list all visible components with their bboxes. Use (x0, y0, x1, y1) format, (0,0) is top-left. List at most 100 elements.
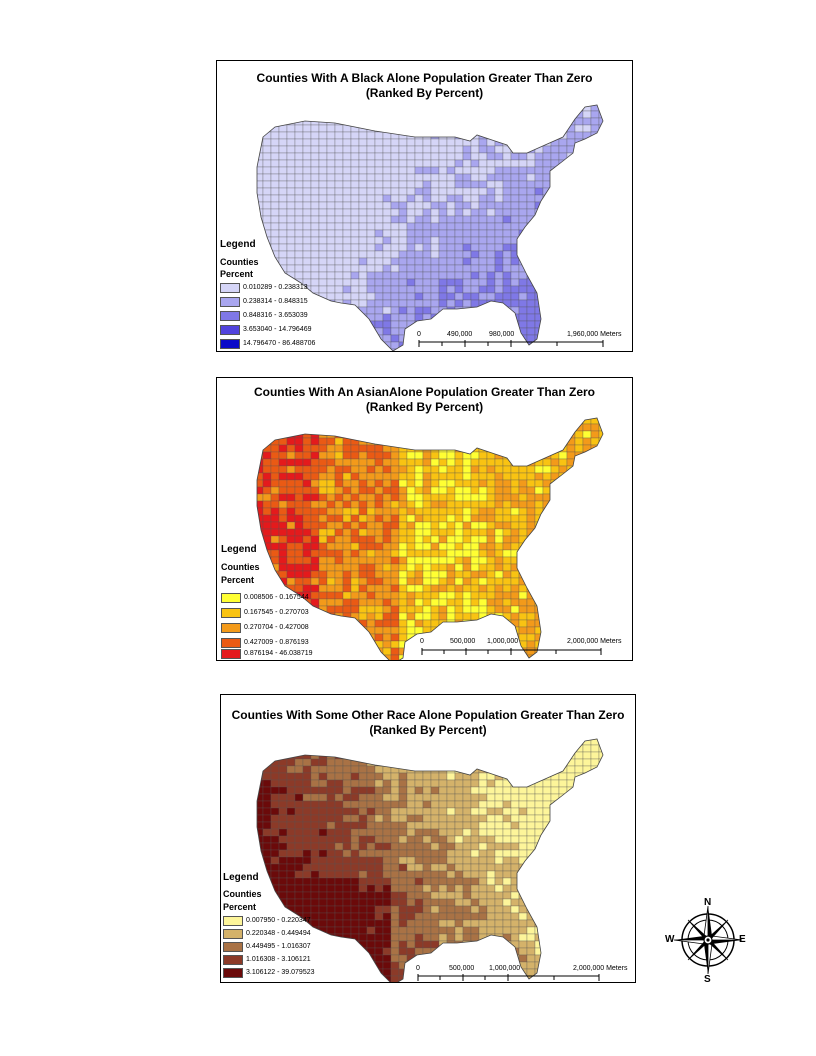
legend-range: 3.653040 - 14.796469 (243, 326, 312, 333)
county-cell (543, 410, 551, 417)
county-cell (422, 306, 432, 315)
county-cell (414, 117, 424, 126)
county-cell (382, 117, 392, 126)
county-cell (334, 758, 344, 767)
county-cell (542, 591, 552, 600)
county-cell (414, 486, 424, 495)
county-cell (542, 947, 552, 956)
county-cell (438, 870, 448, 879)
county-cell (550, 194, 560, 203)
county-cell (478, 458, 488, 467)
county-cell (351, 410, 359, 417)
county-cell (478, 236, 488, 245)
county-cell (430, 117, 440, 126)
county-cell (358, 444, 368, 453)
county-cell (526, 320, 536, 329)
county-cell (438, 793, 448, 802)
county-cell (262, 849, 272, 858)
county-cell (407, 97, 415, 104)
county-cell (390, 250, 400, 259)
county-cell (270, 444, 280, 453)
choropleth-map-asian[interactable] (245, 410, 625, 661)
county-cell (294, 807, 304, 816)
county-cell (494, 835, 504, 844)
county-cell (326, 341, 336, 350)
county-cell (454, 605, 464, 614)
county-cell (526, 152, 536, 161)
county-cell (502, 598, 512, 607)
county-cell (534, 243, 544, 252)
county-cell (286, 556, 296, 565)
county-cell (470, 947, 480, 956)
county-cell (310, 793, 320, 802)
county-cell (438, 320, 448, 329)
county-cell (382, 849, 392, 858)
county-cell (310, 444, 320, 453)
county-cell (302, 884, 312, 893)
county-cell (510, 243, 520, 252)
county-cell (502, 479, 512, 488)
county-cell (398, 180, 408, 189)
choropleth-map-other-race[interactable] (245, 731, 625, 983)
county-cell (342, 486, 352, 495)
county-cell (422, 444, 432, 453)
legend-range: 0.848316 - 3.653039 (243, 312, 308, 319)
county-cell (446, 500, 456, 509)
county-cell (374, 313, 384, 322)
county-cell (422, 584, 432, 593)
county-cell (278, 856, 288, 865)
county-cell (470, 500, 480, 509)
county-cell (406, 145, 416, 154)
county-cell (310, 152, 320, 161)
county-cell (582, 299, 592, 308)
county-cell (590, 828, 600, 837)
county-cell (430, 891, 440, 900)
county-cell (454, 250, 464, 259)
county-cell (582, 159, 592, 168)
county-cell (446, 807, 456, 816)
county-cell (446, 208, 456, 217)
county-cell (342, 570, 352, 579)
county-cell (502, 793, 512, 802)
county-cell (438, 236, 448, 245)
county-cell (534, 479, 544, 488)
county-cell (526, 166, 536, 175)
county-cell (542, 877, 552, 886)
county-cell (262, 514, 272, 523)
county-cell (526, 814, 536, 823)
county-cell (366, 884, 376, 893)
county-cell (470, 898, 480, 907)
county-cell (590, 898, 600, 907)
county-cell (598, 535, 603, 544)
county-cell (294, 451, 304, 460)
county-cell (414, 187, 424, 196)
county-cell (582, 912, 592, 921)
county-cell (454, 264, 464, 273)
county-cell (486, 145, 496, 154)
county-cell (278, 891, 288, 900)
county-cell (438, 577, 448, 586)
county-cell (302, 758, 312, 767)
choropleth-map-black[interactable] (245, 97, 625, 352)
county-cell (590, 535, 600, 544)
county-cell (478, 528, 488, 537)
county-cell (374, 933, 384, 942)
county-cell (510, 507, 520, 516)
county-cell (406, 786, 416, 795)
county-cell (598, 563, 603, 572)
county-cell (518, 166, 528, 175)
county-cell (574, 584, 584, 593)
county-cell (494, 905, 504, 914)
county-cell (366, 863, 376, 872)
county-cell (382, 194, 392, 203)
county-cell (462, 786, 472, 795)
county-cell (278, 145, 288, 154)
county-cell (446, 619, 456, 628)
county-cell (358, 898, 368, 907)
county-cell (342, 514, 352, 523)
county-cell (334, 465, 344, 474)
county-cell (510, 842, 520, 851)
county-cell (310, 856, 320, 865)
county-cell (358, 243, 368, 252)
county-cell (486, 215, 496, 224)
